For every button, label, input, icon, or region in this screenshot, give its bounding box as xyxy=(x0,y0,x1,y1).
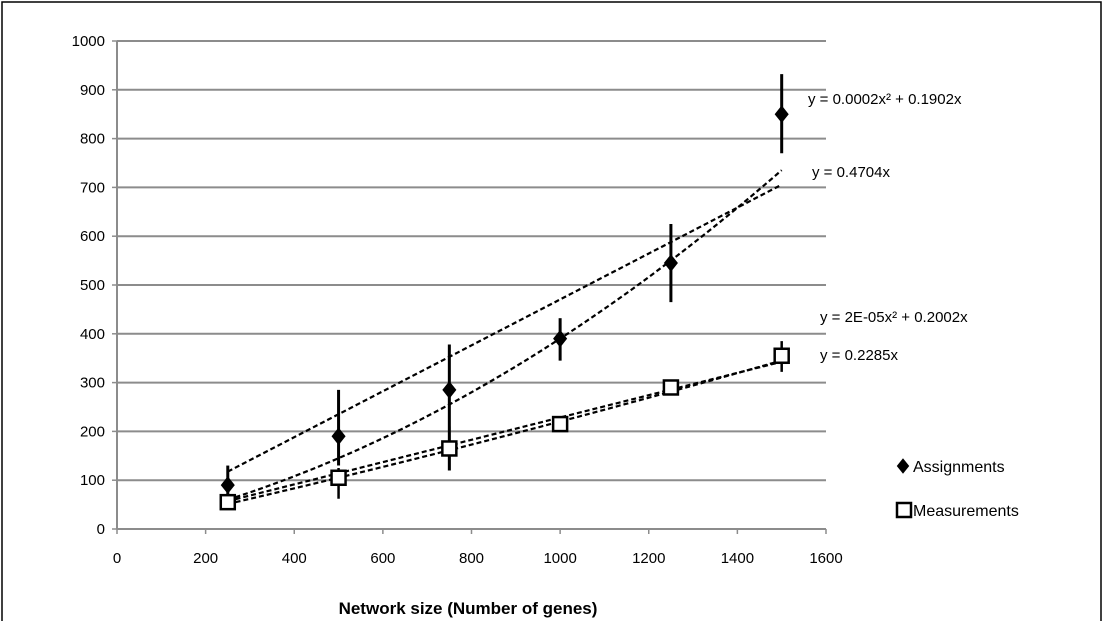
y-tick-label-6: 600 xyxy=(80,228,105,245)
trendline-2 xyxy=(227,359,782,506)
legend-marker-0 xyxy=(896,458,910,474)
x-axis-label: Network size (Number of genes) xyxy=(339,599,598,618)
point-1-2 xyxy=(441,440,458,457)
point-0-1 xyxy=(331,427,346,446)
gridlines xyxy=(117,40,826,482)
y-tick-label-3: 300 xyxy=(80,375,105,392)
x-tick-label-3: 600 xyxy=(370,550,395,567)
trendline-0 xyxy=(227,169,783,501)
point-1-1 xyxy=(330,469,347,487)
trendline-3 xyxy=(227,360,782,503)
y-tick-label-7: 700 xyxy=(80,179,105,196)
x-tick-label-2: 400 xyxy=(282,550,307,567)
x-tick-label-8: 1600 xyxy=(809,550,842,567)
legend-label-1: Measurements xyxy=(913,503,1019,520)
point-0-2 xyxy=(442,381,457,399)
x-tick-label-5: 1000 xyxy=(543,550,576,567)
data-markers xyxy=(219,105,790,511)
x-tick-label-0: 0 xyxy=(113,550,121,567)
y-tick-label-8: 800 xyxy=(80,131,105,148)
x-tick-label-1: 200 xyxy=(193,550,218,567)
x-tick-label-7: 1400 xyxy=(721,550,754,567)
y-tick-label-4: 400 xyxy=(80,326,105,343)
axes: 0 100 200 300 400 500 600 700 800 900 1000 0 200 400 6… xyxy=(72,33,843,567)
legend-label-0: Assignments xyxy=(913,459,1005,476)
x-tick-label-6: 1200 xyxy=(632,550,665,567)
point-0-3 xyxy=(553,329,568,348)
trendline-equation-3: y = 0.2285x xyxy=(820,347,898,364)
legend: Assignments Measurements xyxy=(895,458,1019,520)
point-1-4 xyxy=(662,379,680,396)
trendline-equation-2: y = 2E-05x² + 0.2002x xyxy=(820,309,968,326)
point-0-0 xyxy=(220,476,235,494)
point-0-4 xyxy=(663,254,678,272)
trendline-equation-0: y = 0.0002x² + 0.1902x xyxy=(808,91,962,108)
point-0-5 xyxy=(774,105,789,124)
point-1-0 xyxy=(219,493,237,511)
y-tick-label-1: 100 xyxy=(80,472,105,489)
y-tick-label-10: 1000 xyxy=(72,33,105,50)
legend-marker-1 xyxy=(895,501,913,519)
trendlines xyxy=(227,169,783,506)
y-tick-label-9: 900 xyxy=(80,82,105,99)
y-tick-label-5: 500 xyxy=(80,277,105,294)
trendline-equation-1: y = 0.4704x xyxy=(812,164,890,181)
y-tick-label-0: 0 xyxy=(97,521,105,538)
point-1-5 xyxy=(773,347,790,365)
point-1-3 xyxy=(551,415,569,433)
trendline-equations: y = 0.0002x² + 0.1902x y = 0.4704x y = 2E-… xyxy=(808,91,968,364)
y-tick-label-2: 200 xyxy=(80,423,105,440)
x-tick-label-4: 800 xyxy=(459,550,484,567)
